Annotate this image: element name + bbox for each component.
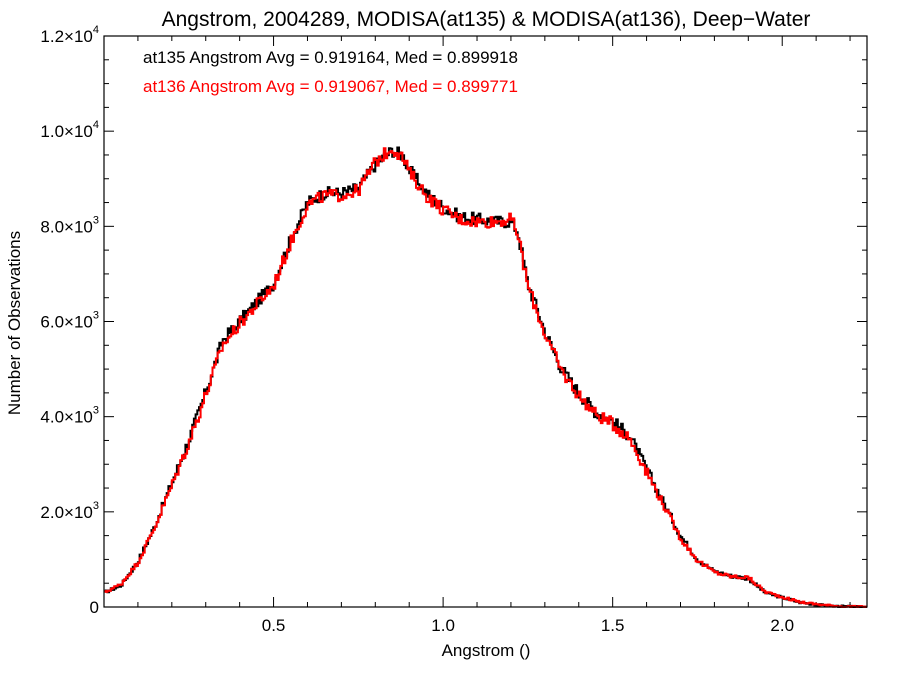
series-at136-line <box>104 147 867 608</box>
data-series <box>104 146 867 608</box>
y-tick-label-0: 0 <box>90 598 99 617</box>
x-tick-label-1: 1.0 <box>431 616 455 635</box>
y-axis-label: Number of Observations <box>5 231 24 415</box>
y-tick-label-5: 1.0×104 <box>40 119 99 141</box>
y-tick-label-1: 2.0×103 <box>40 500 99 522</box>
axis-ticks: 0.5 1.0 1.5 2.0 0 2.0×103 4.0×103 6.0×103 8.0×10… <box>40 24 867 635</box>
y-tick-label-3: 6.0×103 <box>40 310 99 332</box>
legend-entry-at136: at136 Angstrom Avg = 0.919067, Med = 0.8… <box>143 77 518 96</box>
legend-entry-at135: at135 Angstrom Avg = 0.919164, Med = 0.8… <box>143 48 518 67</box>
series-at135-line <box>104 146 867 608</box>
y-tick-label-4: 8.0×103 <box>40 214 99 236</box>
y-tick-label-6: 1.2×104 <box>40 24 99 46</box>
x-tick-label-0: 0.5 <box>262 616 286 635</box>
x-axis-label: Angstrom () <box>442 641 531 660</box>
x-tick-label-2: 1.5 <box>601 616 625 635</box>
x-tick-label-3: 2.0 <box>770 616 794 635</box>
plot-frame <box>103 35 868 608</box>
y-tick-label-2: 4.0×103 <box>40 405 99 427</box>
chart-title: Angstrom, 2004289, MODISA(at135) & MODIS… <box>162 8 811 31</box>
